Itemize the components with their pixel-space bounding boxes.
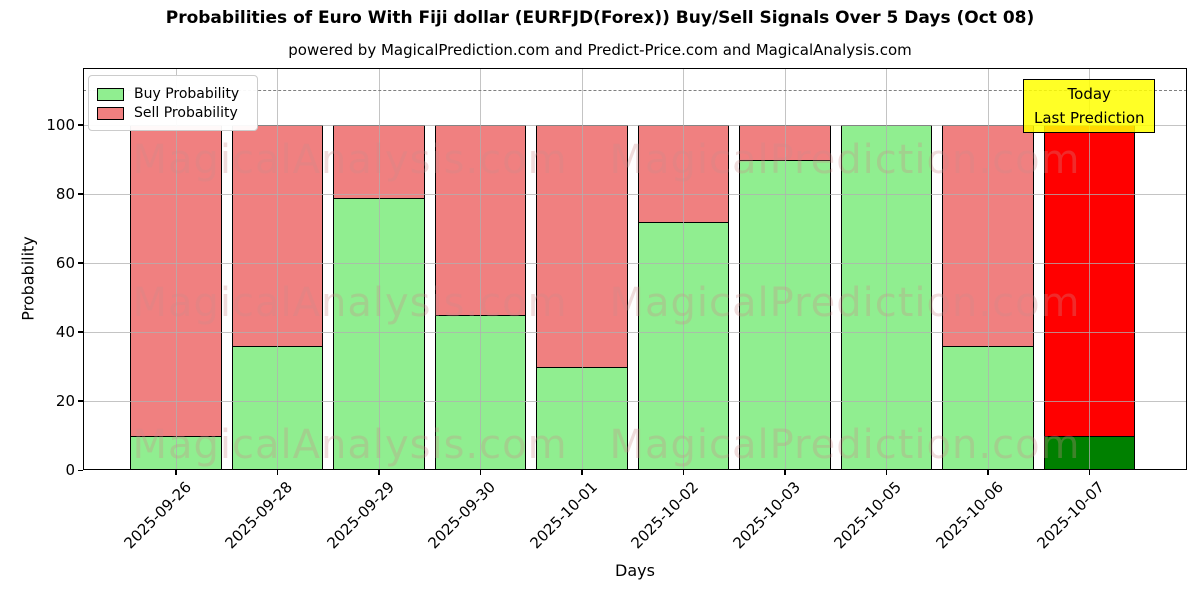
today-annotation-line1: Today [1067, 85, 1111, 103]
y-tick-mark [78, 262, 83, 264]
watermark-left: MagicalAnalysis.com [132, 137, 568, 183]
x-tick-mark [581, 470, 583, 475]
h-gridline [83, 331, 1187, 333]
x-tick-label: 2025-09-26 [120, 478, 195, 553]
x-tick-label: 2025-10-03 [729, 478, 804, 553]
y-tick-label: 40 [55, 322, 75, 341]
watermark-right: MagicalPrediction.com [609, 422, 1081, 468]
y-tick-mark [78, 469, 83, 471]
x-tick-label: 2025-09-28 [221, 478, 296, 553]
chart-subtitle: powered by MagicalPrediction.com and Pre… [288, 41, 912, 59]
v-gridline [987, 68, 989, 470]
x-tick-mark [784, 470, 786, 475]
v-gridline [581, 68, 583, 470]
y-tick-label: 100 [46, 115, 75, 134]
x-tick-mark [885, 470, 888, 475]
x-tick-label: 2025-10-07 [1033, 478, 1108, 553]
today-annotation: Today Last Prediction [1023, 79, 1156, 133]
legend-sell-label: Sell Probability [134, 105, 238, 121]
v-gridline [683, 68, 685, 470]
h-gridline [83, 262, 1187, 264]
v-gridline [277, 68, 279, 470]
h-gridline [83, 193, 1187, 195]
chart-title: Probabilities of Euro With Fiji dollar (… [165, 8, 1035, 28]
v-gridline [784, 68, 786, 470]
y-tick-label: 80 [55, 184, 75, 203]
threshold-dashed-line [83, 90, 1187, 92]
buy-swatch-icon [97, 87, 124, 101]
legend-buy-label: Buy Probability [134, 86, 240, 102]
y-tick-label: 0 [65, 461, 75, 479]
x-tick-label: 2025-10-02 [627, 478, 702, 553]
y-tick-mark [78, 124, 83, 126]
y-tick-label: 20 [55, 391, 75, 410]
x-tick-label: 2025-10-05 [830, 478, 905, 553]
v-gridline [1089, 68, 1091, 470]
v-gridline [480, 68, 482, 470]
x-tick-mark [1088, 470, 1091, 475]
watermark-left: MagicalAnalysis.com [132, 422, 568, 468]
x-tick-mark [276, 470, 279, 475]
plot-area: MagicalAnalysis.com MagicalPrediction.com… [83, 68, 1187, 470]
today-annotation-line2: Last Prediction [1033, 109, 1145, 127]
x-tick-label: 2025-10-06 [932, 478, 1007, 553]
v-gridline [175, 68, 177, 470]
h-gridline [83, 124, 1187, 126]
y-tick-label: 60 [55, 253, 75, 272]
legend-item-buy: Buy Probability [97, 86, 249, 102]
x-tick-mark [479, 470, 482, 475]
x-tick-label: 2025-09-29 [323, 478, 398, 553]
x-tick-mark [682, 470, 685, 475]
legend: Buy Probability Sell Probability [88, 75, 258, 131]
v-gridline [886, 68, 888, 470]
legend-item-sell: Sell Probability [97, 105, 249, 121]
x-tick-mark [175, 470, 177, 475]
v-gridline [378, 68, 380, 470]
x-tick-label: 2025-10-01 [526, 478, 601, 553]
y-tick-mark [78, 331, 83, 333]
sell-swatch-icon [97, 106, 124, 120]
x-tick-label: 2025-09-30 [424, 478, 499, 553]
y-tick-mark [78, 400, 83, 402]
h-gridline [83, 400, 1187, 402]
watermark-right: MagicalPrediction.com [609, 280, 1081, 326]
watermark-left: MagicalAnalysis.com [132, 280, 568, 326]
x-axis-label: Days [615, 561, 655, 580]
watermark-right: MagicalPrediction.com [609, 137, 1081, 183]
y-tick-mark [78, 193, 83, 195]
x-tick-mark [378, 470, 380, 475]
x-tick-mark [987, 470, 989, 475]
